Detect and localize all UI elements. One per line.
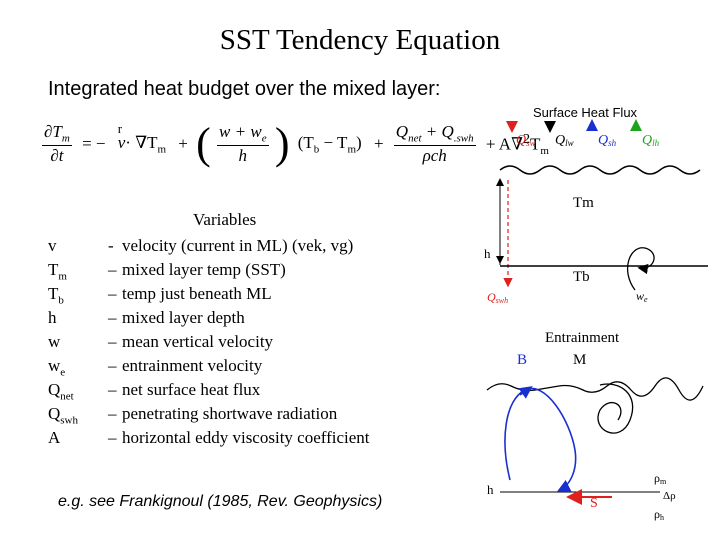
entrainment-fraction: w + we h <box>217 122 269 165</box>
variable-row: Qswh – penetrating shortwave radiation <box>48 404 338 427</box>
variables-heading: Variables <box>193 210 257 229</box>
right-paren: ) <box>274 119 290 168</box>
lower-wavy-line <box>486 377 704 401</box>
qlw-label: Qlw <box>555 133 574 148</box>
blue-circulation-loop <box>504 387 577 492</box>
blue-arrow-head <box>518 386 533 399</box>
we-curl <box>626 247 655 291</box>
variable-row: Tb – temp just beneath ML <box>48 284 272 307</box>
diffusion-term: + A∇2Tm <box>485 130 549 158</box>
delta-rho-label: Δρ <box>663 490 676 502</box>
variable-row: w – mean vertical velocity <box>48 332 274 351</box>
variable-row: A – horizontal eddy viscosity coefficient <box>48 428 370 447</box>
tm-label: Tm <box>573 195 594 211</box>
entrainment-label: Entrainment <box>545 330 620 346</box>
variable-row: Qnet – net surface heat flux <box>48 380 261 403</box>
sst-tendency-equation: ∂Tm ∂t = − r v· ∇Tm + ( w + we h ) (Tb − … <box>42 119 549 168</box>
we-label: we <box>636 289 648 304</box>
advection-term: r v· ∇Tm <box>117 120 167 156</box>
qswh-label: Qswh <box>487 290 508 305</box>
sea-surface-line <box>499 165 701 175</box>
surface-heat-flux-label: Surface Heat Flux <box>533 105 638 120</box>
qsh-label: Qsh <box>598 133 617 148</box>
turbulence-spiral <box>597 383 634 434</box>
m-label: M <box>573 352 586 368</box>
variables-list: v - velocity (current in ML) (vek, vg) Tm –… <box>48 234 370 450</box>
qlh-label: Qlh <box>642 133 660 148</box>
lhs-fraction: ∂Tm ∂t <box>42 122 72 165</box>
mixed-layer-diagram: Surface Heat Flux Qsw Qlw Qsh Qlh Tm h T… <box>484 105 708 522</box>
slide-title: SST Tendency Equation <box>219 24 501 56</box>
h2-label: h <box>487 482 494 497</box>
reference-citation: e.g. see Frankignoul (1985, Rev. Geophys… <box>58 493 383 510</box>
variable-row: v - velocity (current in ML) (vek, vg) <box>48 236 354 255</box>
temperature-jump: (Tb − Tm) <box>297 132 362 156</box>
equals-minus: = − <box>82 134 106 153</box>
variable-row: Tm – mixed layer temp (SST) <box>48 260 286 283</box>
left-paren: ( <box>196 119 211 168</box>
rho-h-label: ρh <box>654 507 664 522</box>
tb-label: Tb <box>573 269 590 285</box>
b-label: B <box>517 352 527 368</box>
h-label: h <box>484 246 491 261</box>
subtitle: Integrated heat budget over the mixed la… <box>48 78 441 100</box>
rho-m-label: ρm <box>654 471 667 486</box>
variable-row: we – entrainment velocity <box>48 356 263 379</box>
variable-row: h – mixed layer depth <box>48 308 245 327</box>
s-label: S <box>590 496 598 511</box>
qsw-label: Qsw <box>516 133 536 148</box>
heat-flux-fraction: Qnet + Q.swh ρch <box>393 122 476 165</box>
